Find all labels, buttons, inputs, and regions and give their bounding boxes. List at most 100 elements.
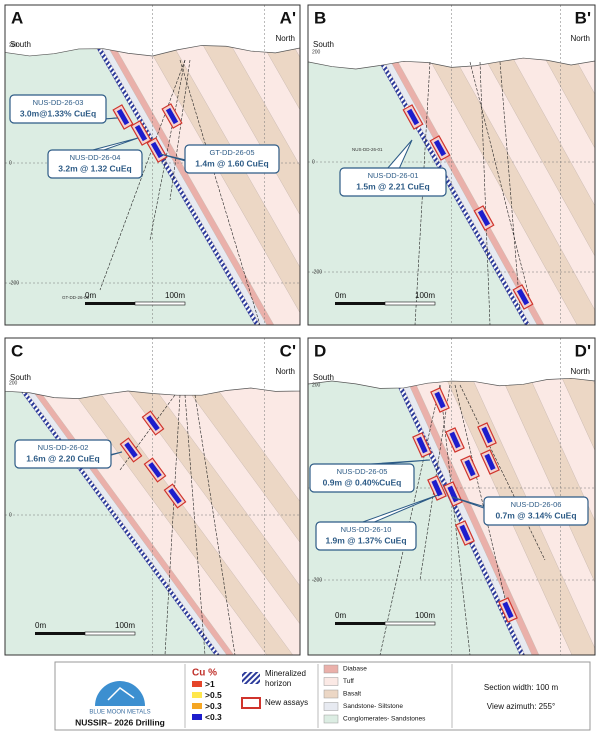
lithology-swatch	[323, 714, 339, 724]
scale-bar	[335, 302, 385, 305]
cu-title: Cu %	[192, 668, 217, 679]
section-letter: C'	[280, 341, 296, 360]
assay-interval	[516, 288, 530, 306]
strata	[117, 338, 300, 587]
scale-label: 0m	[35, 621, 46, 630]
scale-bar	[134, 301, 186, 306]
callout-box	[309, 463, 415, 493]
callout-grade: 3.2m @ 1.32 CuEq	[58, 163, 131, 173]
section-letter: A'	[280, 8, 296, 27]
assay-interval	[484, 453, 496, 471]
panel-border	[307, 337, 596, 656]
direction-label: South	[313, 40, 334, 49]
assay-interval	[148, 462, 162, 478]
grade-label: >0.5	[205, 690, 222, 700]
drill-hole	[499, 61, 521, 311]
lithology-swatch	[323, 677, 339, 686]
strata	[511, 338, 595, 522]
strata	[453, 338, 595, 649]
callout-grade: 3.0m@1.33% CuEq	[20, 108, 96, 118]
strata	[33, 338, 294, 655]
assay-interval	[116, 108, 130, 126]
grade-label: <0.3	[205, 712, 222, 722]
strata	[308, 338, 521, 655]
grade-label: >0.3	[205, 701, 222, 711]
elevation-label: -200	[312, 577, 322, 583]
grade-label: >1	[205, 679, 215, 689]
assay-interval	[433, 139, 447, 157]
callout-hole: NUS-DD-26-01	[368, 171, 419, 180]
callout-hole: NUS-DD-26-03	[33, 98, 84, 107]
drill-hole	[419, 384, 451, 581]
elevation-label: 0	[9, 512, 12, 518]
company-name: BLUE MOON METALS	[89, 710, 150, 716]
direction-label: North	[570, 34, 590, 43]
assay-interval	[165, 107, 179, 125]
elevation-label: 200	[9, 42, 18, 48]
strata	[425, 5, 595, 311]
callout-grade: 0.9m @ 0.40%CuEq	[323, 477, 402, 487]
panel-border	[4, 337, 301, 656]
callout-hole: NUS-DD-26-05	[337, 467, 388, 476]
lithology-label: Sandstone- Siltstone	[343, 703, 403, 710]
scale-bar	[335, 622, 385, 625]
horizon-label: horizon	[265, 679, 291, 688]
strata	[89, 338, 300, 625]
callout-grade: 1.6m @ 2.20 CuEq	[26, 453, 99, 463]
direction-label: North	[275, 34, 295, 43]
direction-label: North	[570, 367, 590, 376]
lithology-label: Conglomerates- Sandstones	[343, 716, 426, 723]
sky	[308, 5, 595, 70]
strata	[387, 338, 540, 655]
assay-interval	[146, 415, 160, 431]
scale-bar	[35, 632, 85, 635]
lithology-swatch	[323, 689, 339, 699]
scale-label: 100m	[415, 611, 435, 620]
lithology-swatch	[323, 664, 339, 674]
assay-interval	[134, 124, 148, 142]
section-letter: D	[314, 341, 326, 360]
sky	[5, 338, 300, 399]
callout-box	[483, 496, 589, 526]
section-letter: C	[11, 341, 23, 360]
scale-label: 0m	[335, 611, 346, 620]
callout-grade: 1.4m @ 1.60 CuEq	[195, 158, 268, 168]
section-letter: A	[11, 8, 23, 27]
scale-bar	[384, 621, 436, 626]
mineralized-horizon	[347, 5, 531, 325]
callout-box	[47, 149, 143, 179]
drill-hole	[469, 61, 531, 301]
assay-interval	[449, 431, 461, 449]
drill-hole	[119, 394, 176, 471]
strata	[394, 338, 573, 655]
elevation-label: 0	[9, 160, 12, 166]
assay-swatch	[241, 697, 261, 709]
scale-label: 100m	[165, 291, 185, 300]
scale-label: 100m	[415, 291, 435, 300]
callout-grade: 0.7m @ 3.14% CuEq	[495, 510, 576, 520]
drill-hole	[379, 384, 441, 655]
legend-frame	[54, 661, 591, 731]
callout-box	[184, 144, 280, 174]
section-letter: B	[314, 8, 326, 27]
strata	[149, 5, 300, 268]
assay-interval	[168, 488, 182, 504]
grade-swatch	[192, 714, 202, 720]
panel-border	[4, 4, 301, 326]
scale-label: 0m	[335, 291, 346, 300]
drill-hole	[164, 394, 181, 655]
drill-hole	[99, 59, 186, 291]
drill-hole	[459, 384, 546, 561]
assay-label: New assays	[265, 698, 308, 707]
elevation-label: -200	[312, 269, 322, 275]
strata	[5, 338, 268, 655]
assay-interval	[124, 442, 138, 458]
lithology-label: Tuff	[343, 678, 354, 685]
strata	[76, 5, 268, 325]
callout-box	[14, 439, 112, 469]
lithology-label: Diabase	[343, 666, 367, 673]
callout-box	[9, 94, 107, 124]
callout-hole: GT-DD-26-05	[209, 148, 254, 157]
